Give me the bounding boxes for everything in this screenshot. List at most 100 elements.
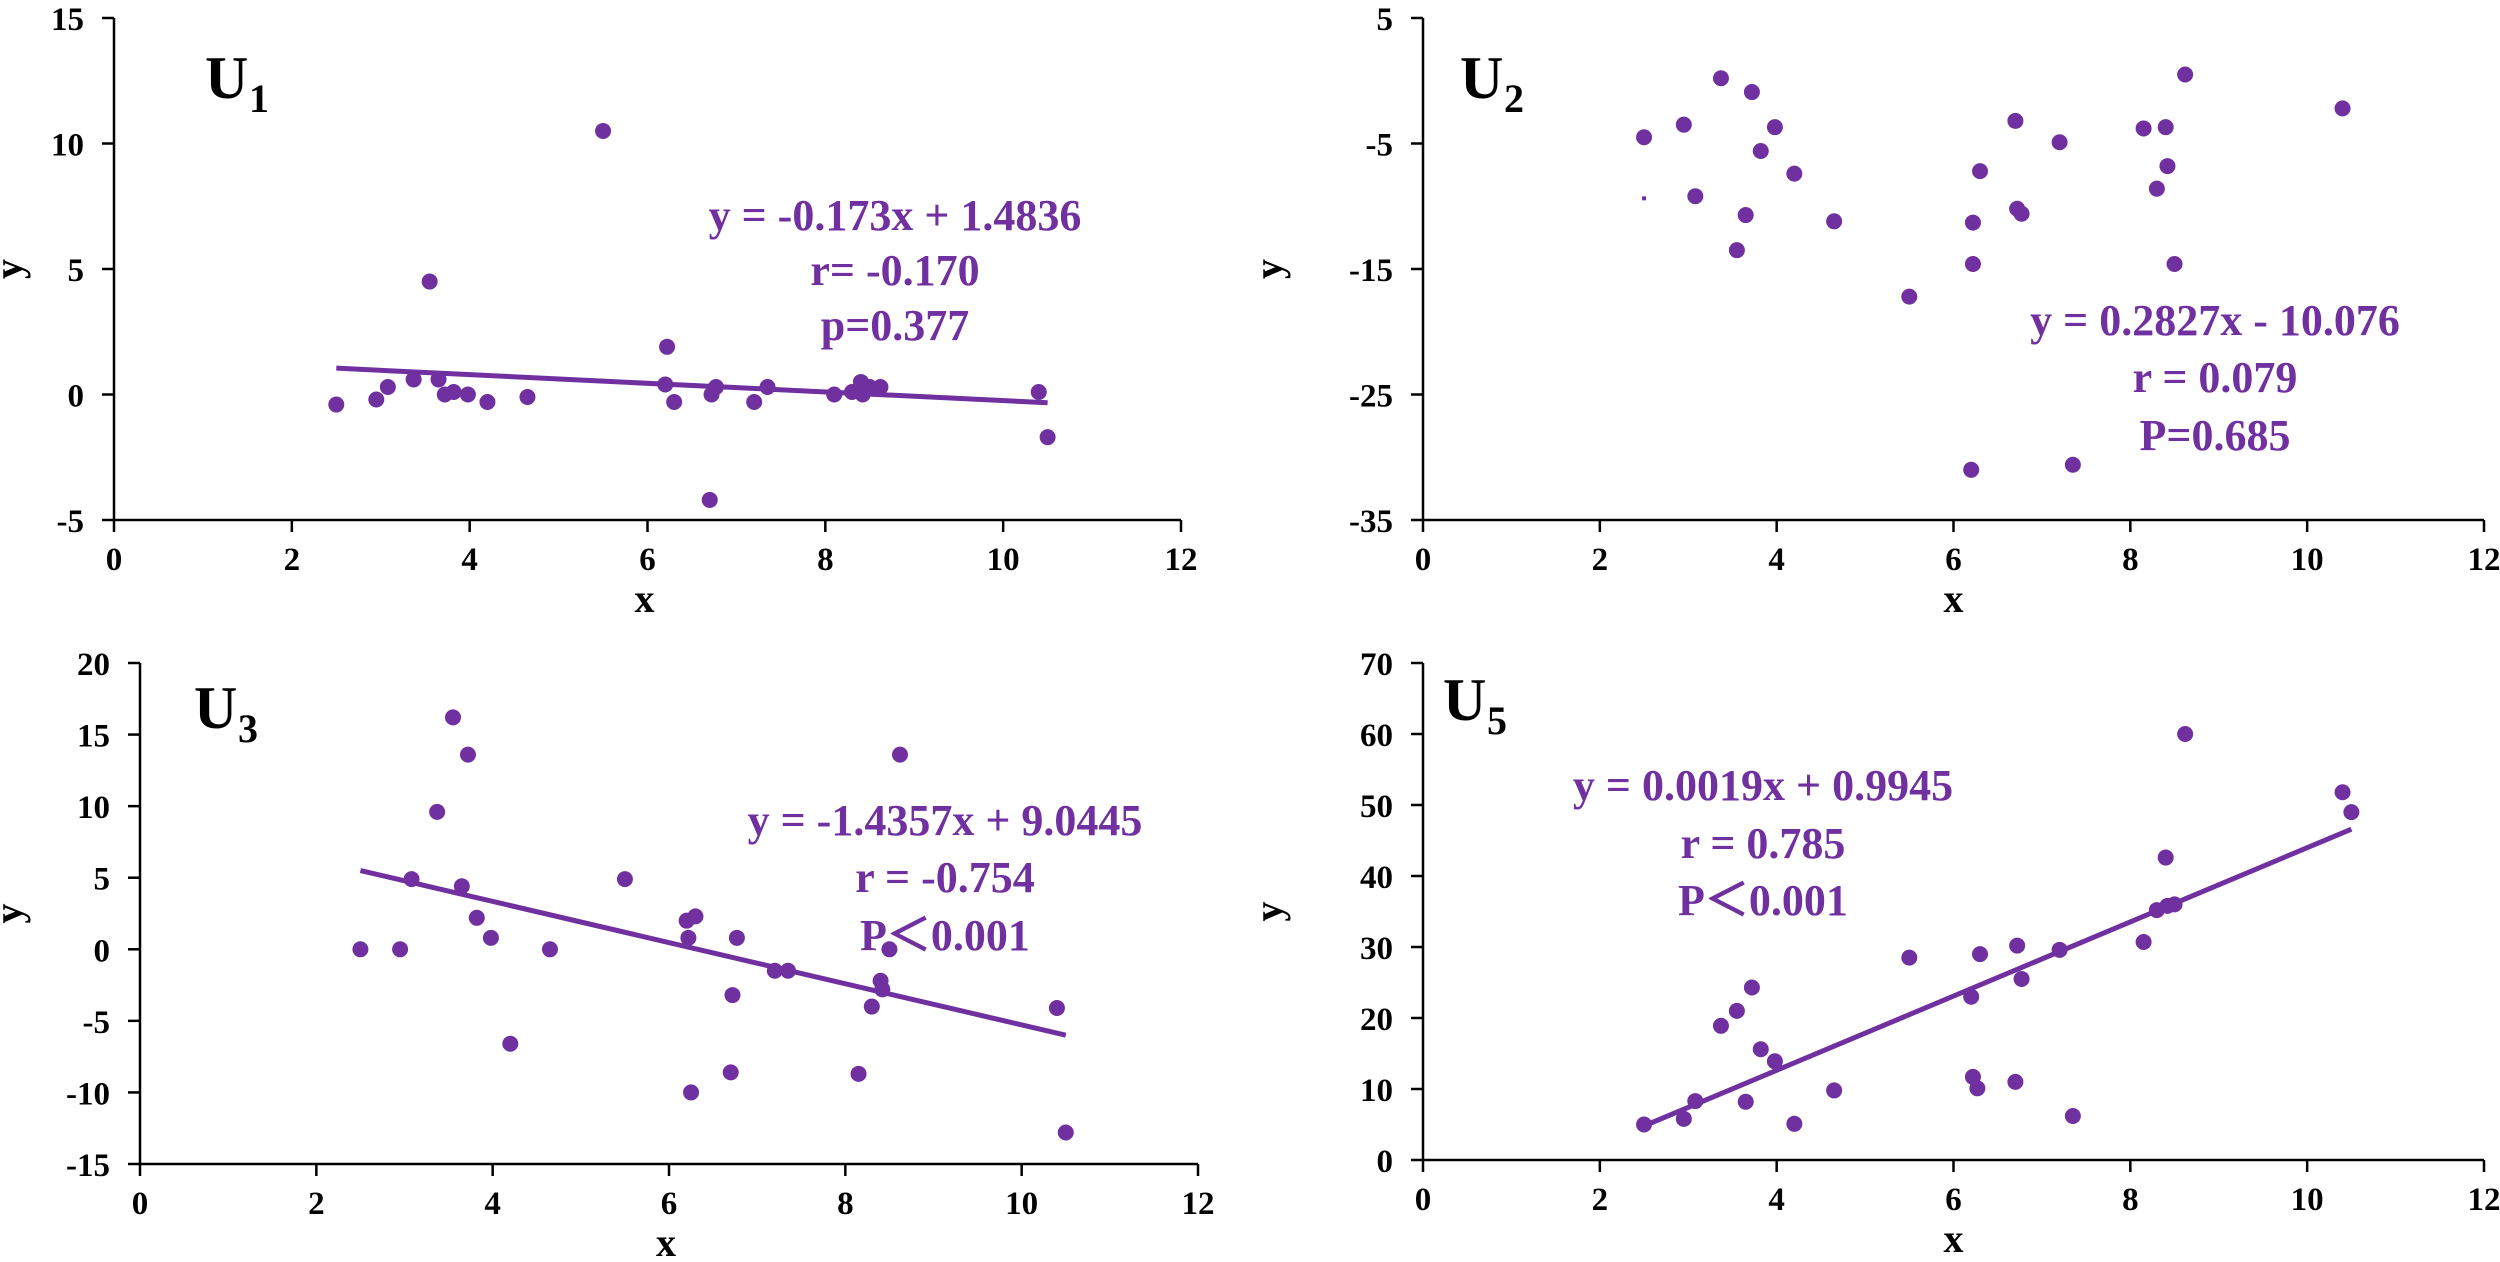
data-point [2064, 1107, 2081, 1124]
data-point [2013, 205, 2030, 222]
data-point [595, 122, 612, 139]
x-axis-label: x [656, 1220, 676, 1262]
data-point [1636, 129, 1653, 146]
y-tick-label: -5 [1366, 128, 1394, 164]
x-axis-label: x [1944, 576, 1964, 621]
data-point [1687, 1093, 1704, 1110]
data-point [1964, 214, 1981, 231]
x-tick-label: 10 [987, 542, 1020, 578]
y-tick-label: 70 [1360, 647, 1393, 683]
y-tick-label: 20 [1360, 1002, 1393, 1038]
regression-annotation: p=0.377 [821, 301, 970, 350]
data-point [2177, 726, 2194, 742]
data-point [724, 987, 741, 1004]
data-point [780, 962, 797, 979]
x-tick-label: 2 [1592, 542, 1609, 578]
data-point [2013, 970, 2030, 987]
data-point [874, 981, 891, 998]
y-tick-label: -25 [1349, 379, 1393, 415]
x-tick-label: 4 [484, 1186, 501, 1222]
data-point [707, 378, 724, 395]
x-tick-label: 12 [2468, 1182, 2500, 1218]
y-tick-label: -15 [1349, 253, 1393, 289]
data-point [1786, 165, 1803, 182]
data-point [1737, 1093, 1754, 1110]
data-point [1737, 207, 1754, 224]
data-point [881, 941, 898, 958]
data-point [872, 378, 889, 395]
trendline [1643, 826, 2353, 1129]
panel-label: U [205, 45, 248, 111]
regression-annotation: y = 0.0019x + 0.9945 [1573, 761, 1953, 810]
data-point [2007, 1073, 2024, 1090]
data-point [728, 929, 745, 946]
y-tick-label: 15 [77, 719, 110, 755]
data-point [2148, 180, 2165, 197]
x-tick-label: 6 [1945, 542, 1962, 578]
x-tick-label: 12 [1165, 542, 1198, 578]
y-tick-label: -10 [66, 1076, 110, 1112]
regression-annotation: y = -0.173x + 1.4836 [709, 191, 1082, 240]
panel-label: U [1443, 667, 1486, 733]
panel-label-subscript: 3 [238, 706, 258, 751]
panel-label-subscript: 1 [249, 76, 269, 121]
y-tick-label: 5 [94, 862, 111, 898]
data-point [1039, 429, 1056, 446]
y-tick-label: 60 [1360, 718, 1393, 754]
data-point [1057, 1124, 1074, 1141]
data-point [657, 376, 674, 393]
data-point [1712, 1017, 1729, 1034]
data-point [1826, 1082, 1843, 1099]
data-point [1675, 116, 1692, 133]
data-point [1901, 288, 1918, 305]
data-point [1786, 1115, 1803, 1132]
data-point [2157, 849, 2174, 866]
y-tick-label: 5 [1377, 2, 1394, 38]
data-point [2334, 784, 2351, 801]
data-point [2007, 112, 2024, 129]
data-point [2166, 896, 2183, 913]
y-tick-label: 30 [1360, 931, 1393, 967]
data-point [479, 394, 496, 411]
data-point [1675, 1110, 1692, 1127]
data-point [421, 273, 438, 290]
x-tick-label: 8 [817, 542, 834, 578]
y-tick-label: 0 [94, 933, 111, 969]
trendline [336, 365, 1048, 406]
y-tick-label: 10 [1360, 1073, 1393, 1109]
data-point [453, 878, 470, 895]
y-tick-label: -5 [83, 1005, 111, 1041]
x-tick-label: 6 [661, 1186, 678, 1222]
data-point [687, 908, 704, 925]
data-point [2135, 934, 2152, 951]
data-point [459, 746, 476, 763]
y-tick-label: 40 [1360, 860, 1393, 896]
data-point [2166, 255, 2183, 272]
x-tick-label: 12 [2468, 542, 2500, 578]
x-axis-label: x [1944, 1216, 1964, 1261]
y-tick-label: 5 [68, 253, 85, 289]
y-axis-label: y [0, 259, 31, 279]
y-axis-label: y [1246, 902, 1291, 922]
data-point [746, 394, 763, 411]
data-point [459, 386, 476, 403]
data-point [1728, 1002, 1745, 1019]
data-point [405, 371, 422, 388]
x-tick-label: 0 [1415, 1182, 1432, 1218]
data-point [2064, 456, 2081, 473]
data-point [1030, 383, 1047, 400]
data-point [826, 386, 843, 403]
y-tick-label: 10 [77, 790, 110, 826]
x-tick-label: 4 [1768, 1182, 1785, 1218]
x-tick-label: 10 [2291, 1182, 2324, 1218]
data-point [1969, 1080, 1986, 1097]
data-point [1687, 188, 1704, 205]
x-tick-label: 8 [2122, 1182, 2139, 1218]
data-point [722, 1064, 739, 1081]
data-point [759, 378, 776, 395]
data-point [429, 803, 446, 820]
x-tick-label: 10 [1005, 1186, 1038, 1222]
data-point [2157, 119, 2174, 136]
data-point [1743, 979, 1760, 996]
regression-annotation: r= -0.170 [810, 246, 979, 295]
